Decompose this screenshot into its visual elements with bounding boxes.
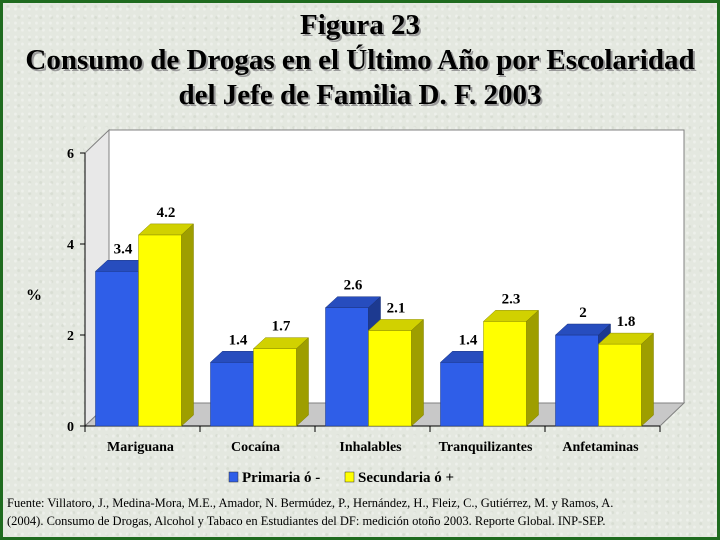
x-tick-label: Cocaína	[231, 440, 280, 455]
y-tick-label: 0	[67, 420, 74, 435]
data-label: 4.2	[157, 205, 176, 221]
legend-label: Secundaria ó +	[358, 470, 454, 486]
y-tick-label: 2	[67, 329, 74, 344]
x-tick-label: Tranquilizantes	[439, 440, 533, 455]
x-axis: Mariguana Cocaína Inhalables Tranquilizante…	[84, 426, 661, 455]
bar-front	[210, 362, 254, 427]
x-tick-label: Mariguana	[107, 440, 174, 455]
bar-side	[181, 223, 194, 427]
bar-side	[296, 337, 309, 427]
data-label: 1.4	[459, 332, 478, 348]
data-label: 2.1	[387, 300, 406, 316]
y-tick-label: 6	[67, 147, 74, 162]
data-label: 2	[579, 305, 587, 321]
bars: 3.4 4.2 1.4 1.7 2.6 2.1 1.4 2.3 2 1.8	[94, 205, 655, 427]
legend-swatch	[344, 471, 355, 483]
x-tick-label: Inhalables	[339, 440, 402, 455]
bar-front	[368, 330, 412, 427]
y-axis: 0 2 4 6	[67, 147, 85, 435]
legend: Primaria ó - Secundaria ó +	[228, 470, 454, 486]
data-label: 3.4	[114, 241, 133, 257]
x-tick-label: Anfetaminas	[562, 440, 639, 455]
data-label: 2.3	[502, 291, 521, 307]
title-line-2: Consumo de Drogas en el Último Año por E…	[25, 44, 695, 76]
data-label: 2.6	[344, 278, 363, 294]
bar-front	[598, 343, 642, 427]
y-tick-label: 4	[67, 238, 74, 253]
bar-front	[253, 348, 297, 427]
title-line-1: Figura 23	[299, 9, 421, 41]
bar-front	[95, 271, 139, 427]
source-line-1: Fuente: Villatoro, J., Medina-Mora, M.E.…	[7, 496, 614, 510]
bar-side	[411, 318, 424, 427]
bar-front	[325, 307, 369, 427]
legend-swatch	[228, 471, 239, 483]
bar-front	[440, 362, 484, 427]
bar-front	[555, 334, 599, 427]
legend-label: Primaria ó -	[242, 470, 320, 486]
y-axis-title: %	[26, 287, 42, 304]
data-label: 1.4	[229, 332, 248, 348]
source-note: Fuente: Villatoro, J., Medina-Mora, M.E.…	[7, 494, 713, 530]
bar-front	[483, 321, 527, 427]
title-line-3: del Jefe de Familia D. F. 2003	[178, 79, 542, 111]
bar-front	[138, 234, 182, 427]
data-label: 1.7	[272, 319, 291, 335]
chart-title: Figura 23 Consumo de Drogas en el Último…	[0, 8, 720, 113]
bar-side	[526, 309, 539, 427]
source-line-2: (2004). Consumo de Drogas, Alcohol y Tab…	[7, 514, 606, 528]
data-label: 1.8	[617, 314, 636, 330]
bar-side	[641, 332, 654, 427]
